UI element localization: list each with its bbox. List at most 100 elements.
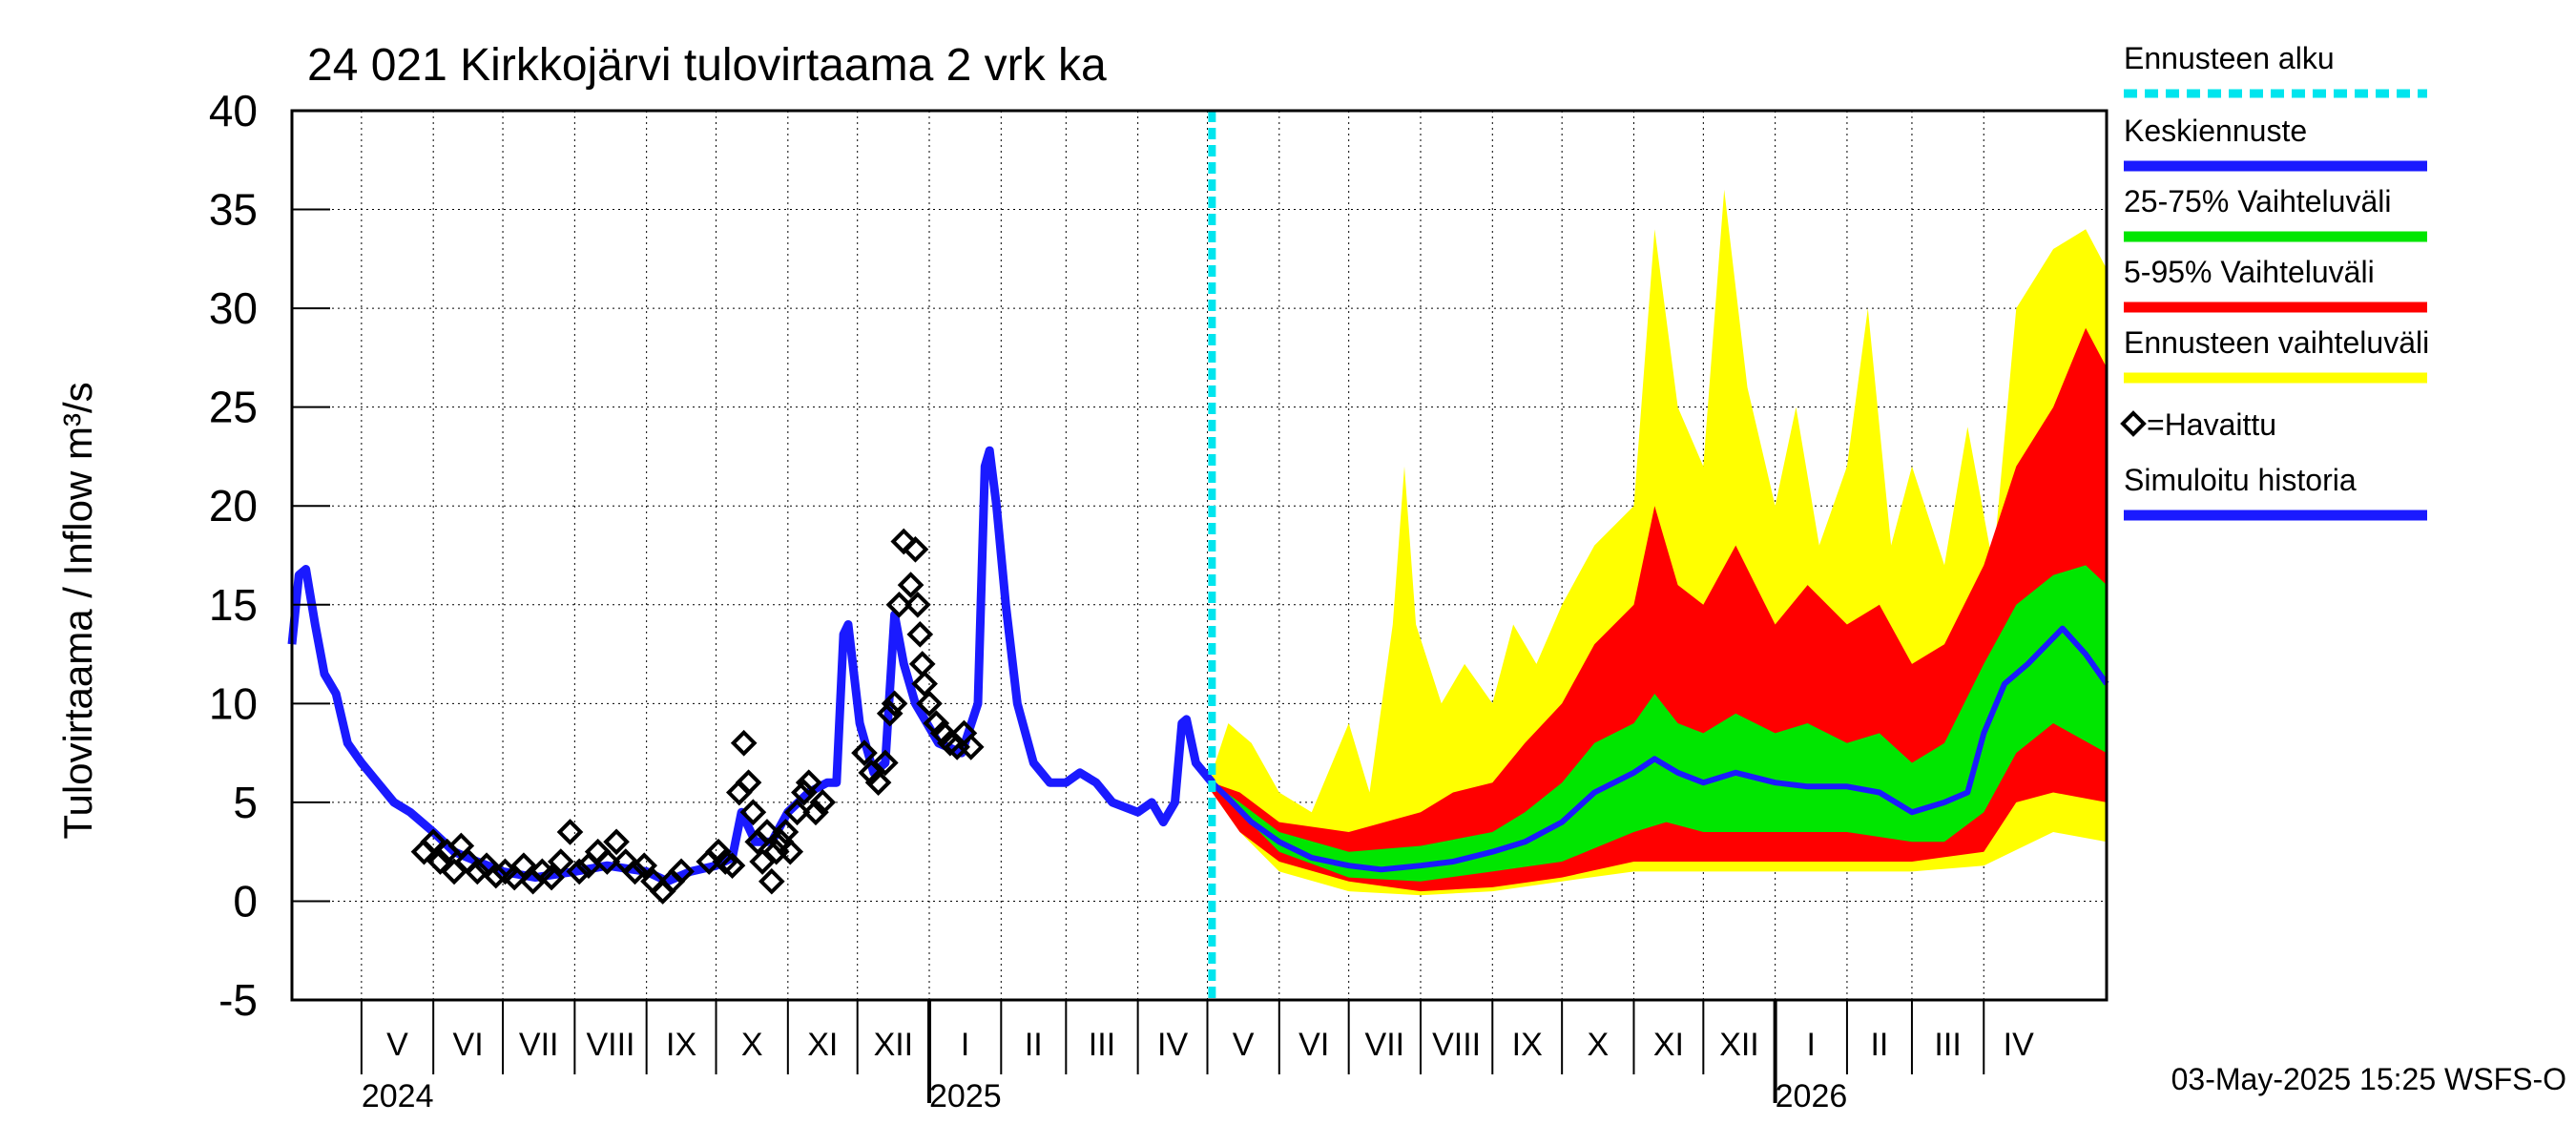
- observed-point-54: [872, 749, 899, 777]
- y-tick-label-9: 40: [209, 86, 258, 135]
- x-month-label-11: IV: [1157, 1027, 1188, 1063]
- observed-point-56: [881, 690, 908, 718]
- observed-point-40: [754, 819, 780, 845]
- x-year-label-0: 2024: [362, 1078, 434, 1114]
- observed-point-29: [668, 858, 695, 885]
- observed-point-32: [712, 848, 739, 875]
- observed-point-21: [593, 848, 621, 875]
- x-month-label-2: VII: [519, 1027, 559, 1063]
- observed-point-59: [897, 572, 924, 598]
- x-month-label-19: XII: [1719, 1027, 1759, 1063]
- observed-point-15: [538, 864, 565, 891]
- y-tick-label-6: 25: [209, 383, 258, 432]
- legend-label-5: =Havaittu: [2147, 407, 2276, 442]
- y-tick-label-2: 5: [233, 778, 258, 827]
- observed-point-31: [705, 838, 732, 865]
- observed-point-50: [809, 789, 837, 816]
- x-year-label-1: 2025: [929, 1078, 1002, 1114]
- observed-point-61: [904, 591, 931, 618]
- chart-footer: 03-May-2025 15:25 WSFS-O: [2171, 1062, 2566, 1096]
- x-month-label-4: IX: [666, 1027, 696, 1063]
- x-month-label-20: I: [1807, 1027, 1816, 1063]
- observed-point-71: [957, 734, 985, 760]
- x-month-label-13: VI: [1298, 1027, 1329, 1063]
- observed-point-68: [937, 729, 964, 757]
- x-month-label-3: VIII: [586, 1027, 634, 1063]
- x-month-label-14: VII: [1365, 1027, 1405, 1063]
- observed-point-1: [420, 828, 447, 856]
- x-month-label-16: IX: [1512, 1027, 1543, 1063]
- observed-point-33: [718, 852, 746, 879]
- y-tick-label-3: 10: [209, 678, 258, 728]
- x-month-label-22: III: [1934, 1027, 1961, 1063]
- plot-frame: [290, 109, 2109, 1002]
- observed-point-51: [851, 739, 878, 766]
- observed-point-64: [911, 670, 938, 697]
- series-simulated-history: [287, 446, 1215, 886]
- observed-point-67: [929, 719, 957, 747]
- observed-point-36: [735, 769, 762, 797]
- legend-marker-5: [2120, 410, 2147, 437]
- x-month-label-15: VIII: [1432, 1027, 1481, 1063]
- x-month-label-18: XI: [1653, 1027, 1684, 1063]
- observed-point-66: [923, 710, 950, 737]
- x-month-label-9: II: [1025, 1027, 1043, 1063]
- observed-point-12: [510, 852, 537, 879]
- legend-label-6: Simuloitu historia: [2124, 463, 2357, 497]
- x-month-label-12: V: [1233, 1027, 1255, 1063]
- legend-label-1: Keskiennuste: [2124, 114, 2307, 148]
- x-month-label-21: II: [1870, 1027, 1888, 1063]
- observed-point-7: [464, 858, 491, 885]
- observed-point-35: [730, 729, 758, 757]
- observed-point-62: [906, 621, 934, 648]
- observed-point-37: [739, 799, 767, 826]
- observed-point-39: [749, 848, 776, 875]
- y-axis-label: Tulovirtaama / Inflow m³/s: [55, 382, 100, 839]
- observed-point-44: [772, 819, 800, 845]
- y-tick-label-4: 15: [209, 580, 258, 630]
- observed-point-22: [603, 828, 630, 856]
- x-month-label-5: X: [741, 1027, 763, 1063]
- legend-label-4: Ennusteen vaihteluväli: [2124, 325, 2429, 360]
- observed-point-9: [482, 862, 509, 889]
- observed-point-18: [566, 858, 593, 885]
- x-month-label-7: XII: [874, 1027, 914, 1063]
- x-month-label-0: V: [386, 1027, 408, 1063]
- observed-point-4: [441, 858, 467, 885]
- x-month-label-1: VI: [453, 1027, 484, 1063]
- observed-point-60: [902, 535, 929, 563]
- observed-point-25: [631, 852, 658, 879]
- observed-point-49: [802, 799, 829, 826]
- chart-title: 24 021 Kirkkojärvi tulovirtaama 2 vrk ka: [307, 40, 1107, 91]
- series-median-forecast: [1210, 625, 2109, 873]
- x-month-label-17: X: [1587, 1027, 1609, 1063]
- observed-point-24: [621, 858, 649, 885]
- plot-area: [287, 110, 2109, 1001]
- x-month-label-10: III: [1089, 1027, 1115, 1063]
- observed-point-52: [858, 759, 885, 786]
- observed-point-17: [556, 819, 584, 845]
- y-tick-label-0: -5: [218, 975, 258, 1025]
- observed-point-16: [547, 848, 574, 875]
- observed-point-65: [916, 690, 943, 718]
- x-month-label-6: XI: [807, 1027, 838, 1063]
- x-year-label-2: 2026: [1776, 1078, 1848, 1114]
- x-month-label-8: I: [961, 1027, 969, 1063]
- observed-point-46: [783, 799, 811, 826]
- x-month-label-23: IV: [2004, 1027, 2034, 1063]
- observed-point-2: [426, 848, 454, 875]
- observed-point-53: [864, 769, 892, 797]
- observed-point-45: [777, 838, 804, 865]
- y-tick-label-7: 30: [209, 283, 258, 333]
- legend-label-2: 25-75% Vaihteluväli: [2124, 184, 2391, 219]
- legend-label-3: 5-95% Vaihteluväli: [2124, 255, 2375, 289]
- legend: Ennusteen alku Keskiennuste 25-75% Vaihtel…: [2120, 41, 2429, 521]
- band-25-75: [1212, 565, 2107, 882]
- observed-point-58: [890, 528, 918, 555]
- observed-point-48: [795, 769, 822, 797]
- observed-point-57: [885, 591, 913, 618]
- observed-point-41: [758, 867, 785, 895]
